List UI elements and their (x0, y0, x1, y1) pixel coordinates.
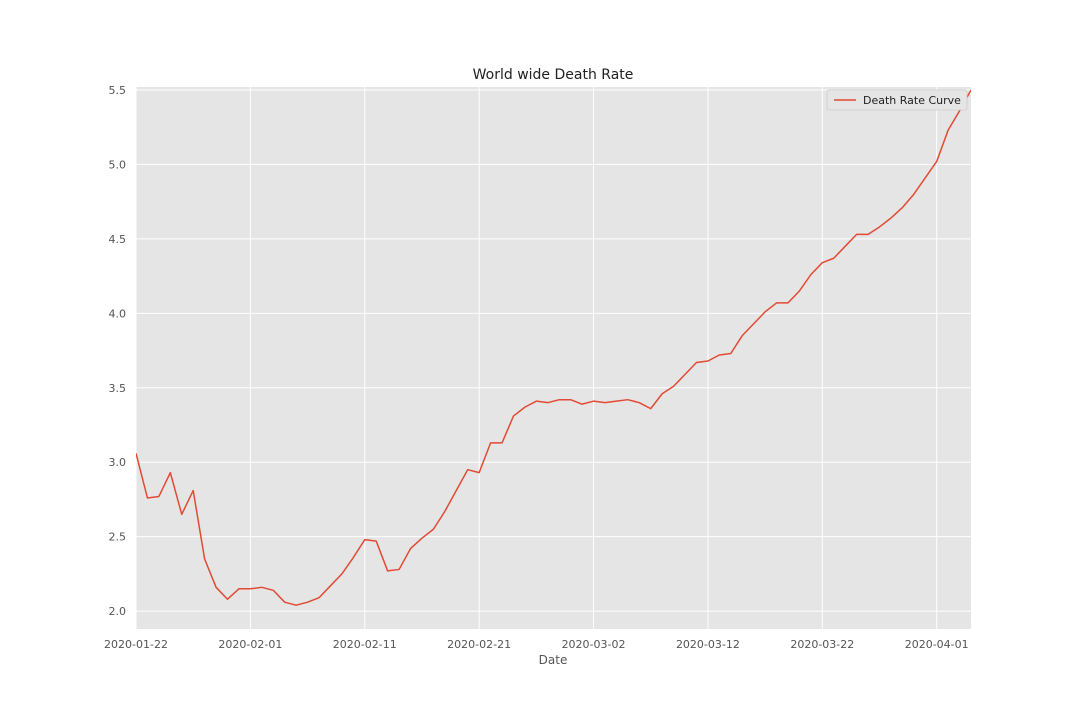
y-tick-label: 4.5 (109, 233, 127, 246)
x-tick-label: 2020-03-22 (790, 638, 854, 651)
y-tick-label: 3.5 (109, 382, 127, 395)
x-tick-label: 2020-03-12 (676, 638, 740, 651)
x-tick-label: 2020-03-02 (562, 638, 626, 651)
y-tick-label: 2.5 (109, 531, 127, 544)
x-tick-label: 2020-01-22 (104, 638, 168, 651)
x-tick-label: 2020-02-21 (447, 638, 511, 651)
y-tick-label: 4.0 (109, 307, 127, 320)
series-layer (136, 89, 971, 606)
plot-area (136, 87, 971, 629)
y-tick-label: 3.0 (109, 456, 127, 469)
x-tick-label: 2020-02-11 (333, 638, 397, 651)
x-tick-label: 2020-04-01 (905, 638, 969, 651)
series-line-death-rate-curve (136, 89, 971, 606)
legend-box (826, 89, 968, 111)
grid-lines (135, 87, 971, 629)
x-tick-labels: 2020-01-22 2020-02-01 2020-02-11 2020-02-21… (104, 638, 969, 651)
y-tick-label: 5.5 (109, 84, 127, 97)
y-tick-label: 5.0 (109, 158, 127, 171)
x-tick-label: 2020-02-01 (218, 638, 282, 651)
legend: Death Rate Curve (826, 89, 968, 111)
x-axis-label: Date (539, 653, 568, 667)
y-tick-labels: 2.0 2.5 3.0 3.5 4.0 4.5 5.0 5.5 (109, 84, 127, 618)
y-tick-label: 2.0 (109, 605, 127, 618)
legend-label: Death Rate Curve (863, 94, 961, 107)
chart-title: World wide Death Rate (473, 67, 634, 83)
